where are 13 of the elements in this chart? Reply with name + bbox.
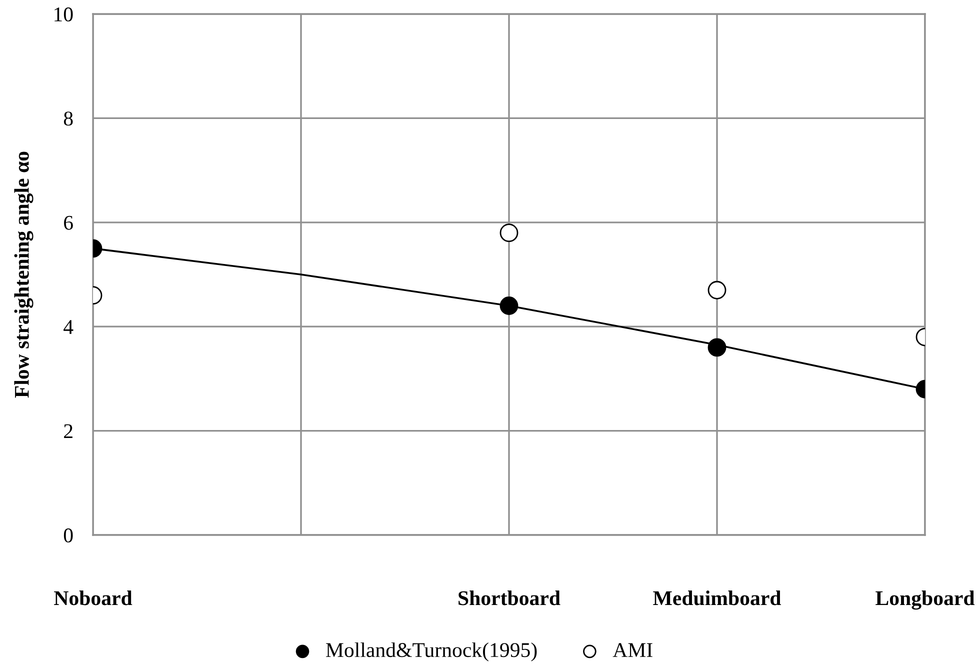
x-tick-label: Shortboard [458, 590, 560, 606]
y-tick-label: 2 [64, 424, 72, 438]
y-axis-title: Flow straightening angle αo [14, 152, 34, 398]
y-tick-label: 0 [64, 528, 73, 542]
x-tick-label: Meduimboard [653, 590, 782, 606]
y-tick-label: 8 [64, 112, 73, 126]
x-tick-label: Longboard [876, 590, 975, 610]
y-tick-label: 10 [54, 7, 73, 22]
x-tick-label: Noboard [54, 590, 132, 606]
legend-label: AMI [612, 643, 652, 657]
y-tick-label: 4 [64, 320, 74, 334]
legend-label: Molland&Turnock(1995) [326, 642, 537, 662]
y-tick-label: 6 [64, 216, 73, 230]
